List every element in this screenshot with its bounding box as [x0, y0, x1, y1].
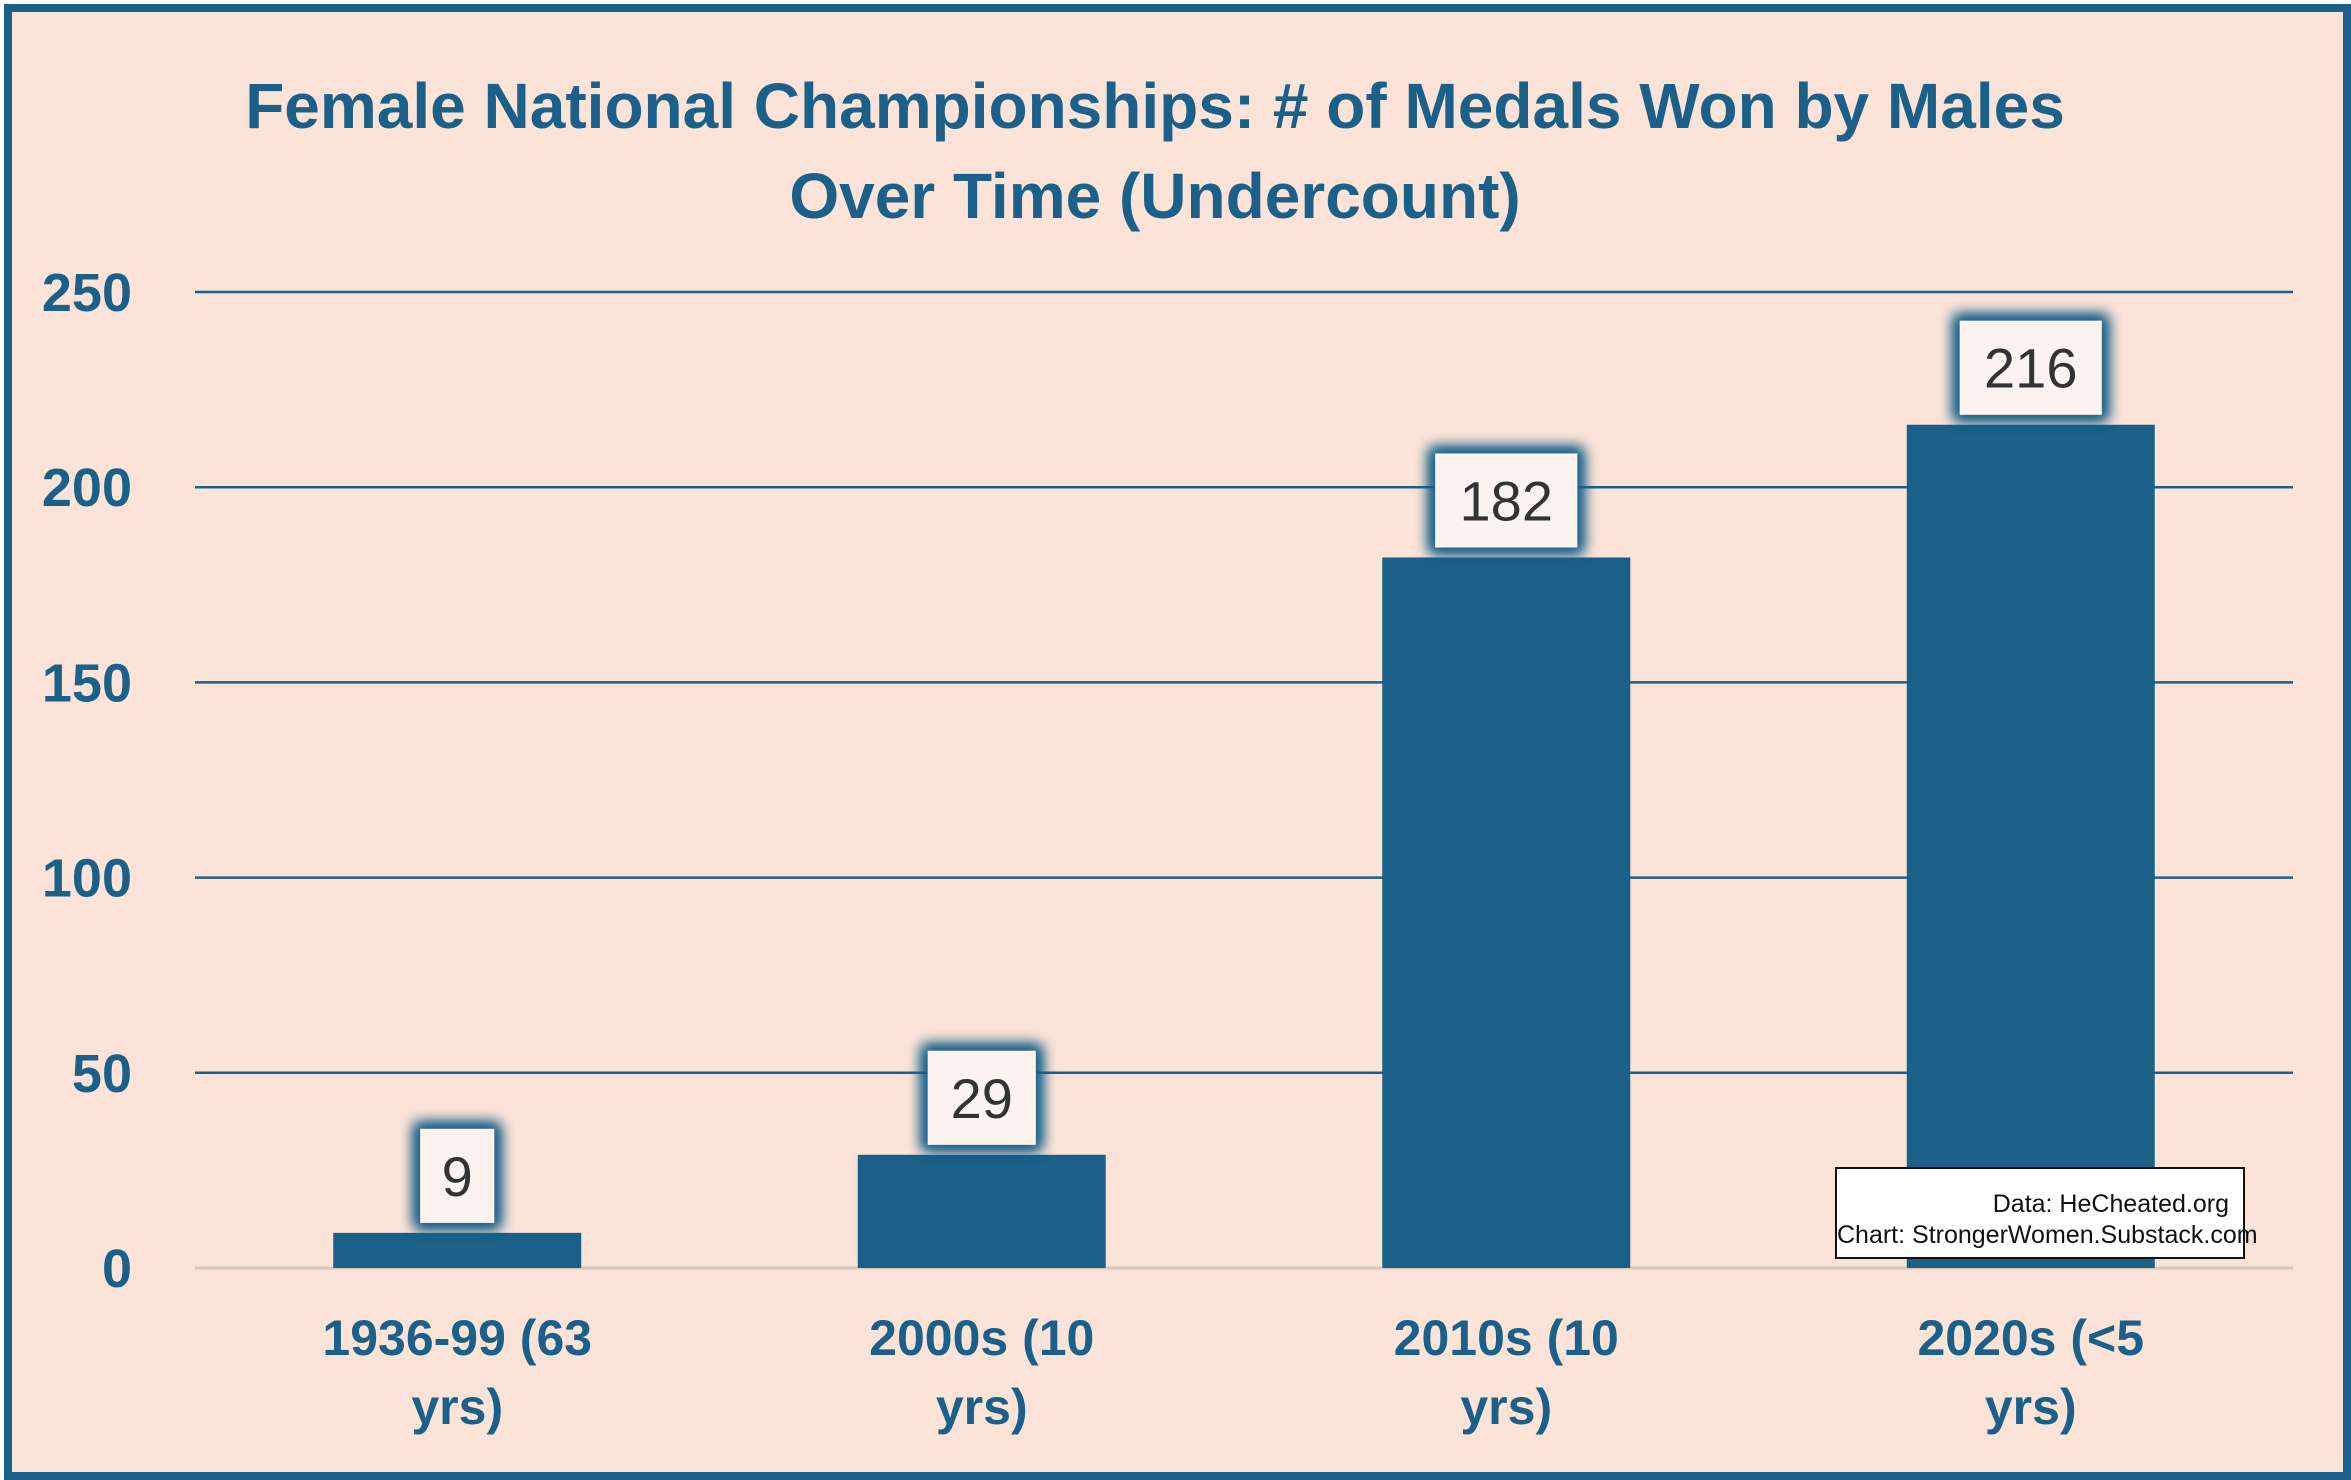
- y-tick-label: 50: [72, 1044, 132, 1104]
- x-tick-label: 2000s (10: [869, 1310, 1094, 1366]
- data-label-box: [420, 1128, 495, 1223]
- chart-title-line-2: Over Time (Undercount): [789, 160, 1520, 232]
- x-tick-label: 2020s (<5: [1917, 1310, 2144, 1366]
- data-label: 182: [1460, 469, 1553, 532]
- y-tick-label: 150: [42, 653, 132, 713]
- y-tick-label: 200: [42, 458, 132, 518]
- x-tick-label: yrs): [411, 1379, 503, 1435]
- source-note: Data: HeCheated.org Chart: StrongerWomen…: [1835, 1167, 2258, 1259]
- x-tick-label: 2010s (10: [1394, 1310, 1619, 1366]
- bar: [333, 1232, 582, 1268]
- bar: [1906, 424, 2155, 1269]
- chart-credit-text: Chart: StrongerWomen.Substack.com: [1837, 1221, 2258, 1249]
- data-label-box: [1435, 453, 1578, 548]
- data-label: 216: [1984, 337, 2077, 400]
- bar: [857, 1154, 1106, 1268]
- y-tick-label: 250: [42, 263, 132, 323]
- data-source-text: Data: HeCheated.org: [1992, 1190, 2229, 1218]
- x-tick-label: 1936-99 (63: [322, 1310, 592, 1366]
- x-tick-label: yrs): [1985, 1379, 2077, 1435]
- y-tick-label: 100: [42, 849, 132, 909]
- data-label: 9: [442, 1145, 473, 1208]
- data-label-box: [927, 1050, 1036, 1145]
- x-tick-label: yrs): [1460, 1379, 1552, 1435]
- data-label: 29: [951, 1067, 1013, 1130]
- y-tick-label: 0: [102, 1239, 132, 1299]
- x-tick-label: yrs): [936, 1379, 1028, 1435]
- chart-title-line-1: Female National Championships: # of Meda…: [245, 70, 2065, 142]
- data-label-box: [1959, 320, 2102, 415]
- bar: [1382, 557, 1631, 1268]
